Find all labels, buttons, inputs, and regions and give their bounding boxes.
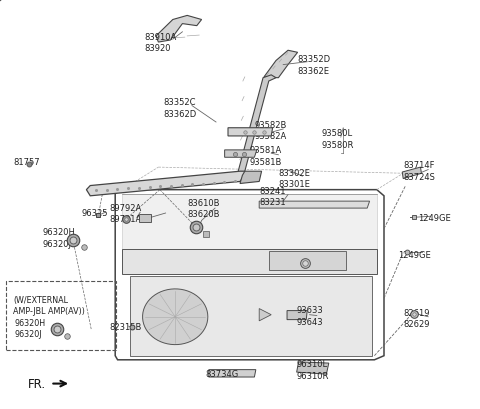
Polygon shape: [86, 172, 245, 196]
Text: (W/EXTERNAL
AMP-JBL AMP(AV)): (W/EXTERNAL AMP-JBL AMP(AV)): [13, 295, 85, 316]
Text: 96320H
96320J: 96320H 96320J: [14, 318, 46, 338]
Polygon shape: [259, 202, 370, 209]
Text: 89792A
89791A: 89792A 89791A: [109, 203, 142, 224]
Polygon shape: [240, 172, 262, 184]
Text: 83714F
83724S: 83714F 83724S: [403, 161, 435, 181]
Text: 82619
82629: 82619 82629: [403, 308, 430, 328]
Text: 93580L
93580R: 93580L 93580R: [322, 129, 354, 149]
Text: 83352C
83362D: 83352C 83362D: [163, 98, 196, 119]
Polygon shape: [228, 128, 273, 137]
Text: 81757: 81757: [13, 158, 40, 167]
Polygon shape: [156, 16, 202, 43]
Text: 83352D
83362E: 83352D 83362E: [298, 55, 331, 76]
Polygon shape: [264, 51, 298, 79]
Text: 83241
83231: 83241 83231: [259, 186, 286, 207]
Text: 1249GE: 1249GE: [418, 213, 450, 222]
Text: 83910A
83920: 83910A 83920: [144, 33, 176, 53]
Polygon shape: [402, 168, 421, 179]
Text: FR.: FR.: [27, 377, 46, 390]
Polygon shape: [237, 76, 276, 182]
Polygon shape: [269, 252, 346, 270]
Text: 82315B: 82315B: [109, 322, 142, 331]
Text: 96320H
96320J: 96320H 96320J: [42, 228, 75, 248]
Polygon shape: [139, 215, 151, 223]
Text: 1249GE: 1249GE: [398, 251, 431, 260]
Text: 96325: 96325: [82, 208, 108, 217]
Polygon shape: [225, 151, 257, 158]
Text: 93582B
93582A: 93582B 93582A: [254, 121, 287, 141]
Text: 83610B
83620B: 83610B 83620B: [187, 198, 220, 219]
Text: 83734G: 83734G: [205, 369, 239, 378]
Text: 93581A
93581B: 93581A 93581B: [250, 146, 282, 166]
Polygon shape: [130, 276, 372, 356]
Text: 96310L
96310R: 96310L 96310R: [297, 360, 329, 380]
Polygon shape: [259, 309, 271, 321]
Polygon shape: [122, 194, 377, 249]
Polygon shape: [122, 249, 377, 274]
Polygon shape: [297, 362, 329, 374]
Polygon shape: [287, 311, 307, 320]
Polygon shape: [143, 289, 208, 345]
Text: 93633
93643: 93633 93643: [297, 306, 324, 326]
Polygon shape: [209, 370, 256, 377]
Text: 83302E
83301E: 83302E 83301E: [278, 168, 310, 189]
